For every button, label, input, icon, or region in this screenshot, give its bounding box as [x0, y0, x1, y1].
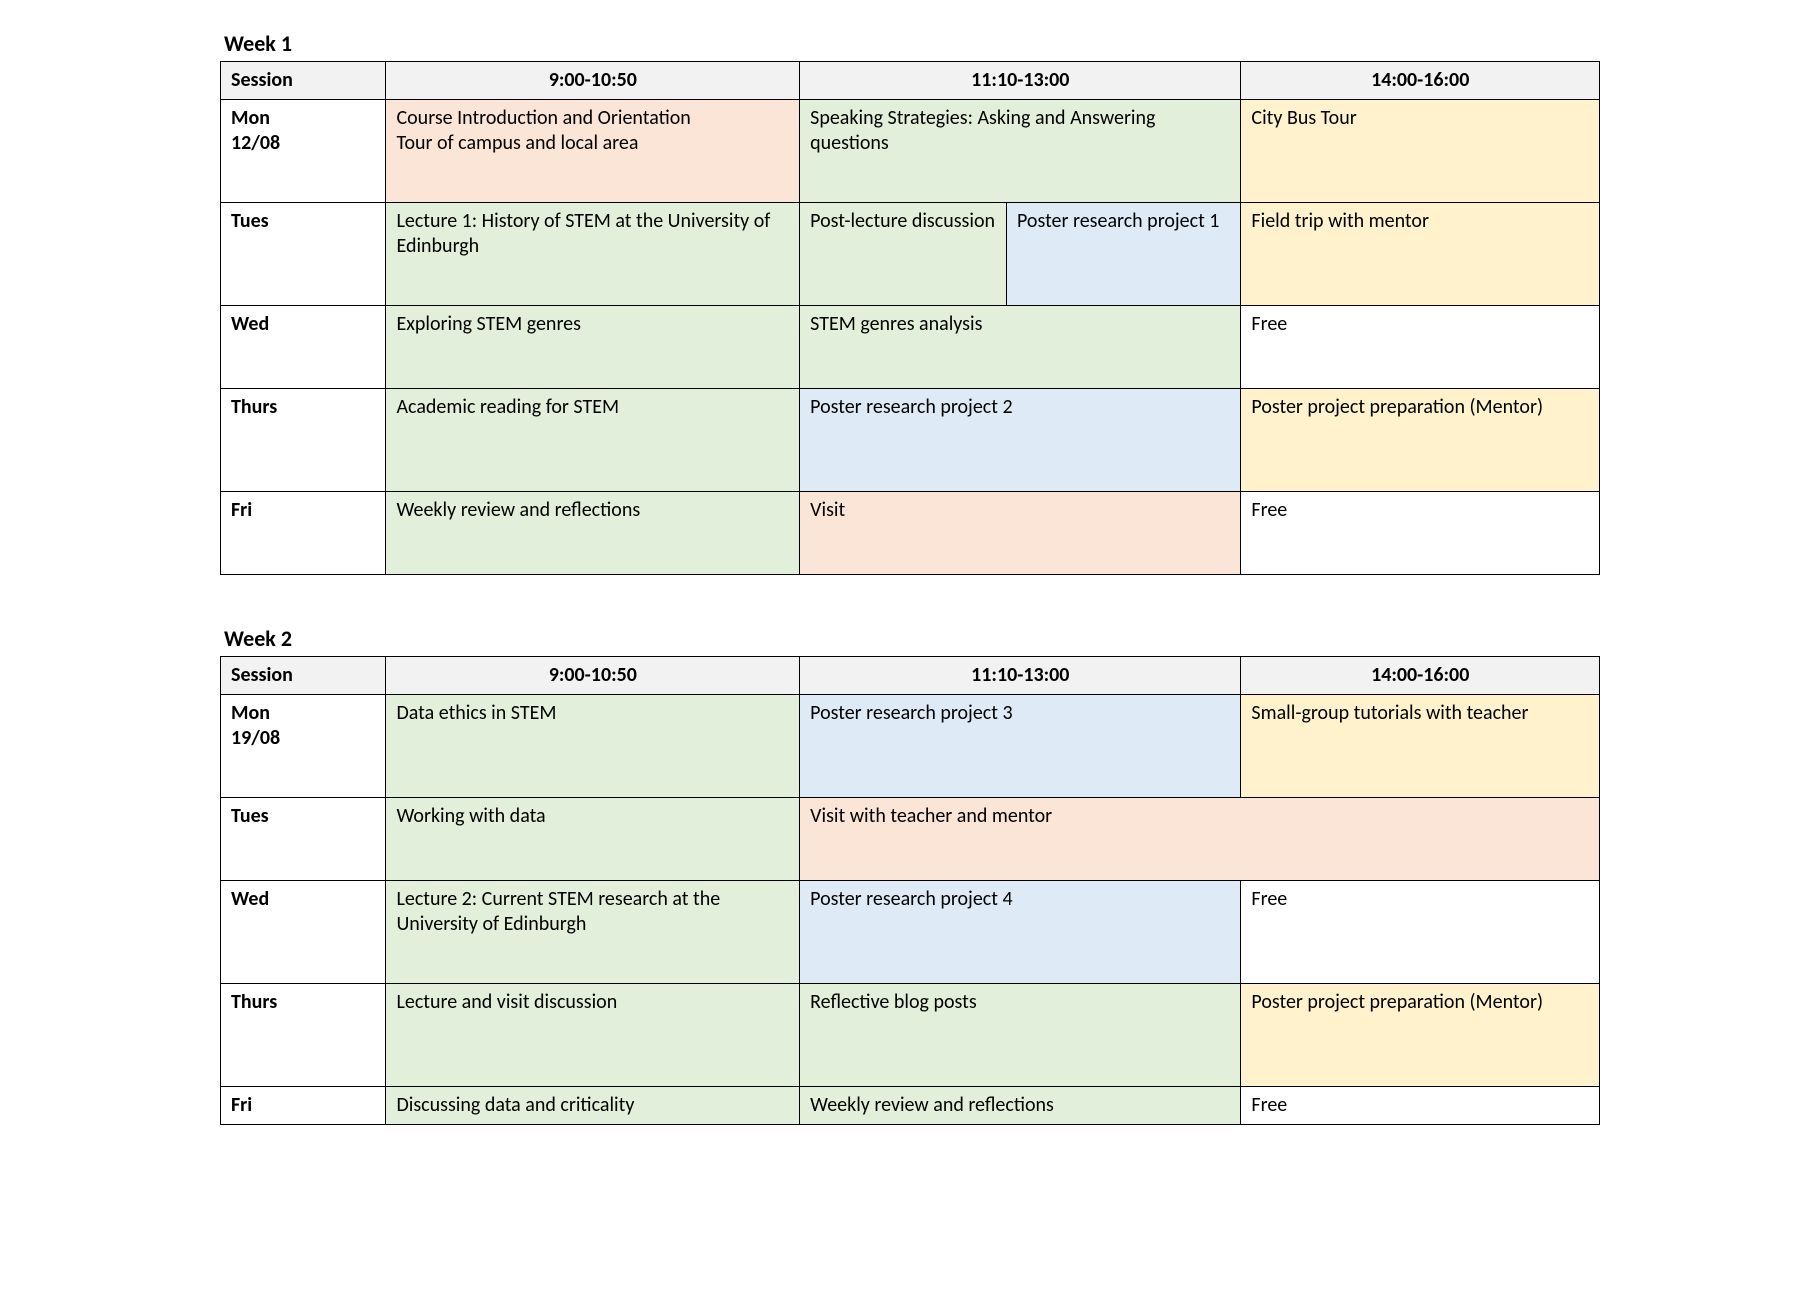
week2-mon-slot2: Poster research project 3	[800, 695, 1241, 798]
week1-thu-slot1: Academic reading for STEM	[386, 389, 800, 492]
header-slot1: 9:00-10:50	[386, 62, 800, 100]
week1-fri-row: Fri Weekly review and reflections Visit …	[221, 492, 1600, 575]
week2-thu-row: Thurs Lecture and visit discussion Refle…	[221, 984, 1600, 1087]
week1-fri-slot2: Visit	[800, 492, 1241, 575]
week2-wed-slot3: Free	[1241, 881, 1600, 984]
week1-thu-slot3: Poster project preparation (Mentor)	[1241, 389, 1600, 492]
week1-thu-slot2: Poster research project 2	[800, 389, 1241, 492]
week2-tue-slot2-3: Visit with teacher and mentor	[800, 798, 1600, 881]
week1-tue-slot2a: Post-lecture discussion	[800, 203, 1007, 306]
week2-mon-day: Mon 19/08	[221, 695, 386, 798]
week-spacer	[220, 575, 1600, 615]
week1-wed-row: Wed Exploring STEM genres STEM genres an…	[221, 306, 1600, 389]
week1-fri-slot3: Free	[1241, 492, 1600, 575]
week2-title: Week 2	[224, 625, 1600, 652]
week1-mon-day: Mon 12/08	[221, 100, 386, 203]
week1-header-row: Session 9:00-10:50 11:10-13:00 14:00-16:…	[221, 62, 1600, 100]
header-slot2: 11:10-13:00	[800, 62, 1241, 100]
header-slot3: 14:00-16:00	[1241, 62, 1600, 100]
week1-wed-slot3: Free	[1241, 306, 1600, 389]
week2-fri-slot1: Discussing data and criticality	[386, 1087, 800, 1125]
week1-wed-slot2: STEM genres analysis	[800, 306, 1241, 389]
week2-wed-slot2: Poster research project 4	[800, 881, 1241, 984]
header-session-2: Session	[221, 657, 386, 695]
week2-tue-slot1: Working with data	[386, 798, 800, 881]
week1-mon-row: Mon 12/08 Course Introduction and Orient…	[221, 100, 1600, 203]
week1-fri-slot1: Weekly review and reflections	[386, 492, 800, 575]
header-slot1-2: 9:00-10:50	[386, 657, 800, 695]
week1-fri-day: Fri	[221, 492, 386, 575]
week1-tue-day: Tues	[221, 203, 386, 306]
week2-wed-row: Wed Lecture 2: Current STEM research at …	[221, 881, 1600, 984]
week2-fri-slot2: Weekly review and reflections	[800, 1087, 1241, 1125]
week1-tue-slot1: Lecture 1: History of STEM at the Univer…	[386, 203, 800, 306]
week2-header-row: Session 9:00-10:50 11:10-13:00 14:00-16:…	[221, 657, 1600, 695]
header-slot3-2: 14:00-16:00	[1241, 657, 1600, 695]
week2-thu-slot3: Poster project preparation (Mentor)	[1241, 984, 1600, 1087]
week2-mon-row: Mon 19/08 Data ethics in STEM Poster res…	[221, 695, 1600, 798]
week1-tue-row: Tues Lecture 1: History of STEM at the U…	[221, 203, 1600, 306]
week2-wed-day: Wed	[221, 881, 386, 984]
week1-table: Session 9:00-10:50 11:10-13:00 14:00-16:…	[220, 61, 1600, 575]
week1-thu-row: Thurs Academic reading for STEM Poster r…	[221, 389, 1600, 492]
week2-wed-slot1: Lecture 2: Current STEM research at the …	[386, 881, 800, 984]
week2-tue-row: Tues Working with data Visit with teache…	[221, 798, 1600, 881]
week1-wed-day: Wed	[221, 306, 386, 389]
header-slot2-2: 11:10-13:00	[800, 657, 1241, 695]
week2-thu-day: Thurs	[221, 984, 386, 1087]
week1-wed-slot1: Exploring STEM genres	[386, 306, 800, 389]
week2-table: Session 9:00-10:50 11:10-13:00 14:00-16:…	[220, 656, 1600, 1125]
week2-fri-day: Fri	[221, 1087, 386, 1125]
header-session: Session	[221, 62, 386, 100]
week2-fri-slot3: Free	[1241, 1087, 1600, 1125]
week1-thu-day: Thurs	[221, 389, 386, 492]
week1-tue-slot2b: Poster research project 1	[1007, 203, 1241, 306]
week1-title: Week 1	[224, 30, 1600, 57]
week1-tue-slot3: Field trip with mentor	[1241, 203, 1600, 306]
week1-mon-slot1: Course Introduction and Orientation Tour…	[386, 100, 800, 203]
week2-fri-row: Fri Discussing data and criticality Week…	[221, 1087, 1600, 1125]
schedule-page: Week 1 Session 9:00-10:50 11:10-13:00 14…	[0, 0, 1820, 1292]
week1-mon-slot3: City Bus Tour	[1241, 100, 1600, 203]
week2-mon-slot1: Data ethics in STEM	[386, 695, 800, 798]
week1-mon-slot2: Speaking Strategies: Asking and Answerin…	[800, 100, 1241, 203]
week2-thu-slot1: Lecture and visit discussion	[386, 984, 800, 1087]
week2-mon-slot3: Small-group tutorials with teacher	[1241, 695, 1600, 798]
week2-tue-day: Tues	[221, 798, 386, 881]
week2-thu-slot2: Reflective blog posts	[800, 984, 1241, 1087]
